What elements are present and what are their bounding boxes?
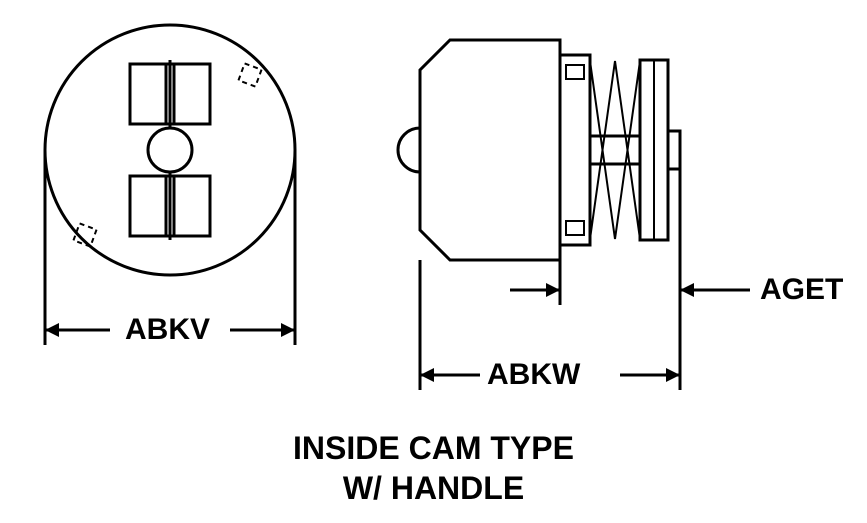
dim-label-abkv: ABKV <box>125 313 210 347</box>
diagram-container: ABKV ABKW AGET INSIDE CAM TYPE W/ HANDLE <box>0 0 867 523</box>
dim-label-abkw: ABKW <box>487 358 580 392</box>
title-line2: W/ HANDLE <box>0 470 867 507</box>
title-line1: INSIDE CAM TYPE <box>0 430 867 467</box>
dim-label-aget: AGET <box>760 273 843 307</box>
